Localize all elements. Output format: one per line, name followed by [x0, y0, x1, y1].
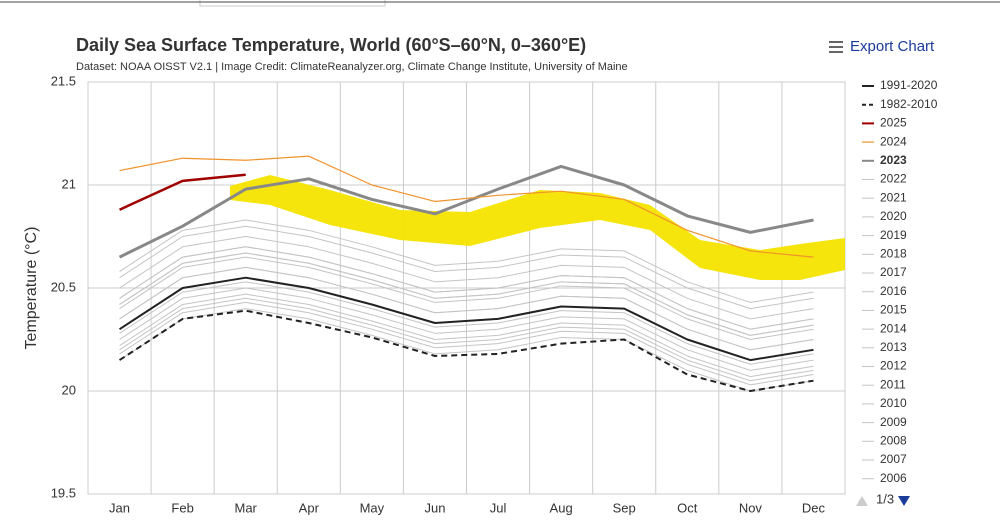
legend-label: 2024	[880, 134, 907, 148]
x-tick-label: Jun	[424, 500, 445, 515]
pager-up[interactable]	[856, 496, 868, 506]
x-tick-label: Sep	[613, 500, 636, 515]
series-line	[119, 287, 814, 371]
series-line	[119, 155, 814, 258]
legend-label: 2017	[880, 265, 907, 279]
legend-label: 2025	[880, 116, 907, 130]
series-line	[118, 309, 814, 392]
series-line	[119, 219, 814, 303]
chart-subtitle: Dataset: NOAA OISST V2.1 | Image Credit:…	[76, 61, 628, 73]
menu-icon	[829, 41, 843, 43]
legend-label: 2007	[880, 452, 907, 466]
x-tick-label: Oct	[677, 500, 698, 515]
series-line	[118, 276, 814, 362]
legend-label: 2020	[880, 209, 907, 223]
pager-down[interactable]	[898, 496, 910, 506]
series-line	[119, 266, 814, 351]
legend-label: 2023	[880, 153, 907, 167]
x-tick-label: Nov	[739, 500, 763, 515]
x-tick-label: May	[360, 500, 385, 515]
series-line	[119, 301, 814, 386]
legend-label: 2019	[880, 228, 907, 242]
legend-label: 2009	[880, 415, 907, 429]
series-line	[119, 293, 814, 378]
menu-icon	[829, 51, 843, 53]
x-tick-label: Mar	[235, 500, 258, 515]
legend-label: 1982-2010	[880, 97, 938, 111]
x-tick-label: Aug	[550, 500, 573, 515]
x-tick-label: Apr	[299, 500, 320, 515]
x-tick-label: Feb	[171, 500, 193, 515]
legend-label: 2014	[880, 321, 907, 335]
series-line	[118, 164, 814, 259]
legend-label: 2011	[880, 377, 906, 391]
legend-label: 2006	[880, 471, 907, 485]
x-tick-label: Jan	[109, 500, 130, 515]
series-line	[119, 236, 814, 320]
series-line	[119, 256, 814, 340]
chart-title: Daily Sea Surface Temperature, World (60…	[76, 35, 586, 55]
x-tick-label: Jul	[490, 500, 507, 515]
export-label[interactable]: Export Chart	[850, 38, 935, 55]
series-line	[119, 173, 246, 211]
top-box	[199, 0, 386, 7]
legend-label: 1991-2020	[880, 78, 938, 92]
highlight	[230, 175, 845, 280]
legend-label: 2012	[880, 359, 907, 373]
export-button[interactable]: Export Chart	[829, 38, 935, 55]
pager-label: 1/3	[876, 491, 894, 506]
legend-label: 2018	[880, 246, 907, 260]
menu-icon	[829, 46, 843, 48]
legend-label: 2022	[880, 172, 907, 186]
series-line	[119, 297, 814, 382]
y-tick-label: 20	[62, 382, 76, 397]
x-tick-label: Dec	[802, 500, 826, 515]
y-axis-label: Temperature (°C)	[23, 227, 40, 350]
y-tick-label: 19.5	[51, 485, 76, 500]
legend-label: 2016	[880, 284, 907, 298]
series-line	[119, 281, 814, 365]
series-line	[119, 225, 814, 310]
series-line	[119, 308, 814, 392]
y-tick-label: 20.5	[51, 279, 76, 294]
series-line	[119, 246, 814, 330]
series-line	[119, 252, 814, 336]
legend-label: 2008	[880, 433, 907, 447]
legend-label: 2015	[880, 303, 907, 317]
legend-label: 2010	[880, 396, 907, 410]
y-tick-label: 21.5	[51, 73, 76, 88]
y-tick-label: 21	[62, 176, 76, 191]
legend-label: 2021	[880, 190, 907, 204]
legend-label: 2013	[880, 340, 907, 354]
